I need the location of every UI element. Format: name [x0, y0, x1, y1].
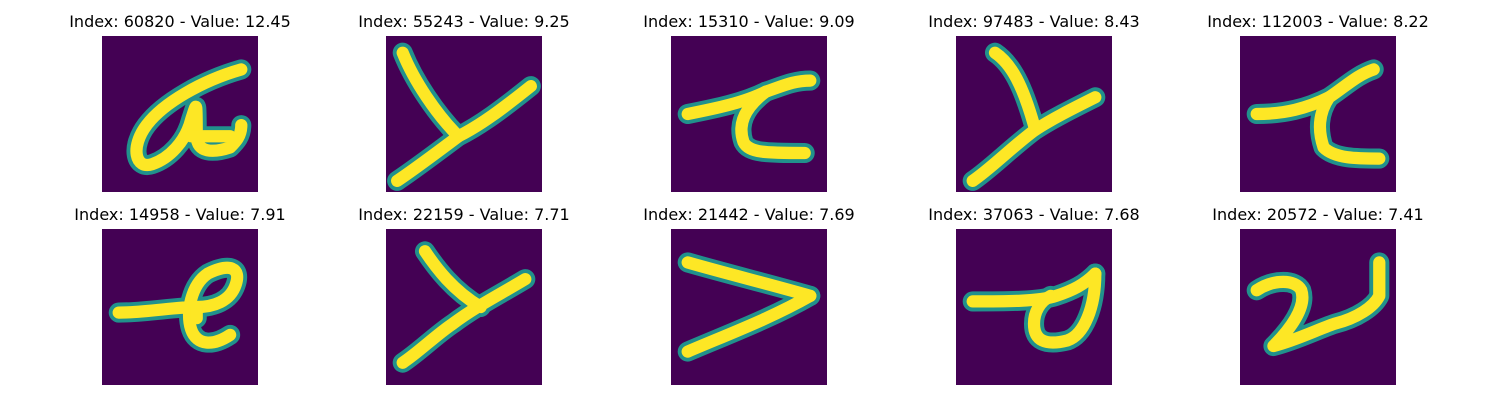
loop-glyph [102, 229, 258, 385]
tau-glyph [1240, 36, 1396, 192]
y-glyph [386, 229, 542, 385]
panel-title: Index: 14958 - Value: 7.91 [74, 205, 286, 224]
panel-2: Index: 55243 - Value: 9.25 [334, 10, 594, 192]
panel-3: Index: 15310 - Value: 9.09 [619, 10, 879, 192]
n-glyph [1240, 229, 1396, 385]
panel-10: Index: 20572 - Value: 7.41 [1188, 203, 1448, 385]
loop-glyph [956, 229, 1112, 385]
panel-7: Index: 22159 - Value: 7.71 [334, 203, 594, 385]
v-glyph [671, 229, 827, 385]
y-glyph [956, 36, 1112, 192]
panel-9: Index: 37063 - Value: 7.68 [904, 203, 1164, 385]
y-glyph [386, 36, 542, 192]
panel-title: Index: 97483 - Value: 8.43 [928, 12, 1140, 31]
panel-4: Index: 97483 - Value: 8.43 [904, 10, 1164, 192]
panel-title: Index: 20572 - Value: 7.41 [1212, 205, 1424, 224]
panel-6: Index: 14958 - Value: 7.91 [50, 203, 310, 385]
panel-title: Index: 21442 - Value: 7.69 [643, 205, 855, 224]
panel-title: Index: 112003 - Value: 8.22 [1207, 12, 1429, 31]
panel-8: Index: 21442 - Value: 7.69 [619, 203, 879, 385]
panel-title: Index: 15310 - Value: 9.09 [643, 12, 855, 31]
panel-title: Index: 37063 - Value: 7.68 [928, 205, 1140, 224]
panel-5: Index: 112003 - Value: 8.22 [1188, 10, 1448, 192]
panel-1: Index: 60820 - Value: 12.45 [50, 10, 310, 192]
panel-title: Index: 22159 - Value: 7.71 [358, 205, 570, 224]
panel-title: Index: 55243 - Value: 9.25 [358, 12, 570, 31]
tau-glyph [671, 36, 827, 192]
alpha-loop-glyph [102, 36, 258, 192]
panel-title: Index: 60820 - Value: 12.45 [69, 12, 291, 31]
